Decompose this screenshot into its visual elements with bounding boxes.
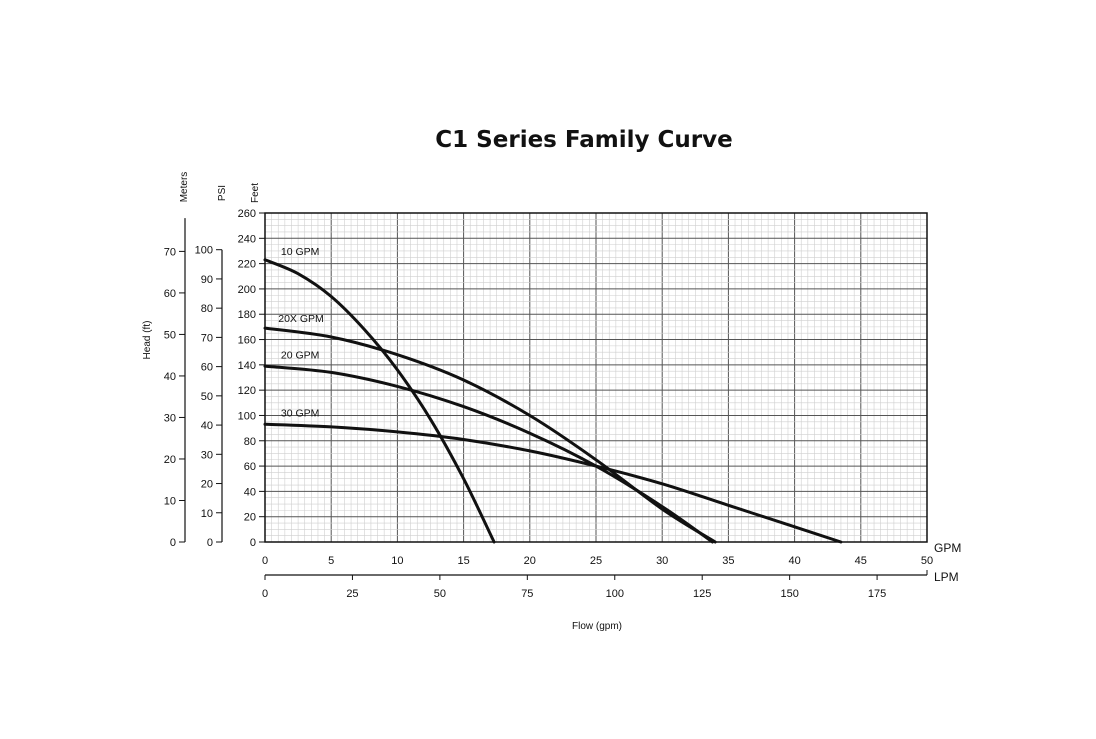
y-feet-tick-label: 200 [238, 284, 256, 296]
x-lpm-tick-label: 50 [434, 588, 446, 600]
x-gpm-tick-label: 25 [590, 555, 602, 567]
x-lpm-tick-label: 25 [346, 588, 358, 600]
y-feet-tick-label: 100 [238, 410, 256, 422]
x-axis-title: Flow (gpm) [572, 621, 622, 632]
y-psi-tick-label: 0 [207, 537, 213, 549]
curve-label: 10 GPM [281, 246, 320, 258]
y-psi-tick-label: 50 [201, 391, 213, 403]
y-axis-psi: 0 10 20 30 40 50 60 70 80 90 100 [195, 245, 223, 549]
y-meters-tick-label: 20 [164, 454, 176, 466]
x-gpm-tick-label: 50 [921, 555, 933, 567]
y-meters-tick-label: 60 [164, 288, 176, 300]
x-gpm-tick-label: 40 [788, 555, 800, 567]
y-meters-tick-label: 30 [164, 412, 176, 424]
x-gpm-tick-label: 20 [524, 555, 536, 567]
y-meters-tick-label: 10 [164, 495, 176, 507]
curve-labels: 10 GPM 20X GPM 20 GPM 30 GPM [278, 246, 324, 420]
y-psi-tick-label: 60 [201, 362, 213, 374]
y-psi-tick-label: 10 [201, 508, 213, 520]
x-gpm-tick-label: 35 [722, 555, 734, 567]
y-meters-unit-label: Meters [179, 172, 190, 203]
pump-curves [263, 258, 843, 544]
y-psi-tick-label: 30 [201, 449, 213, 461]
x-lpm-unit-label: LPM [934, 570, 959, 584]
y-psi-tick-label: 80 [201, 303, 213, 315]
curve-20-gpm [263, 364, 714, 544]
y-feet-tick-label: 140 [238, 360, 256, 372]
y-psi-tick-label: 40 [201, 420, 213, 432]
plot-border [264, 212, 928, 543]
x-lpm-tick-label: 150 [780, 588, 798, 600]
y-feet-tick-label: 40 [244, 486, 256, 498]
curve-10-gpm [263, 258, 496, 544]
curve-30-gpm [263, 422, 843, 544]
y-psi-unit-label: PSI [217, 185, 228, 201]
y-feet-tick-label: 260 [238, 208, 256, 220]
y-psi-tick-label: 70 [201, 332, 213, 344]
y-feet-tick-label: 160 [238, 335, 256, 347]
curve-label: 20X GPM [278, 313, 324, 325]
curve-label: 20 GPM [281, 350, 320, 362]
y-meters-tick-label: 0 [170, 537, 176, 549]
y-psi-tick-label: 100 [195, 245, 213, 257]
x-gpm-unit-label: GPM [934, 541, 961, 555]
y-feet-tick-label: 220 [238, 259, 256, 271]
x-lpm-tick-label: 175 [868, 588, 886, 600]
y-feet-tick-label: 0 [250, 537, 256, 549]
plot-frame [264, 212, 928, 543]
x-gpm-tick-label: 15 [457, 555, 469, 567]
y-feet-tick-label: 180 [238, 309, 256, 321]
y-feet-tick-label: 120 [238, 385, 256, 397]
x-gpm-tick-label: 5 [328, 555, 334, 567]
y-feet-tick-label: 80 [244, 436, 256, 448]
y-meters-tick-label: 70 [164, 246, 176, 258]
y-meters-tick-label: 40 [164, 371, 176, 383]
chart-grid [264, 212, 928, 543]
x-gpm-tick-label: 30 [656, 555, 668, 567]
x-gpm-tick-label: 10 [391, 555, 403, 567]
y-feet-unit-label: Feet [250, 183, 261, 203]
x-gpm-tick-label: 45 [855, 555, 867, 567]
x-gpm-tick-label: 0 [262, 555, 268, 567]
y-axis-meters: 0 10 20 30 40 50 60 70 [164, 218, 186, 549]
x-lpm-tick-label: 100 [606, 588, 624, 600]
y-meters-tick-label: 50 [164, 329, 176, 341]
y-feet-tick-label: 20 [244, 512, 256, 524]
y-feet-tick-label: 240 [238, 233, 256, 245]
x-lpm-tick-label: 125 [693, 588, 711, 600]
x-axis-gpm: 0 5 10 15 20 25 30 35 40 45 50 [262, 555, 933, 567]
y-feet-tick-label: 60 [244, 461, 256, 473]
chart-title: C1 Series Family Curve [435, 127, 732, 153]
y-axis-feet: 0 20 40 60 80 100 120 140 160 180 200 220 240 260 [238, 208, 265, 549]
x-axis-lpm: 0 25 50 75 100 125 150 175 [262, 570, 928, 600]
curve-label: 30 GPM [281, 408, 320, 420]
x-lpm-tick-label: 75 [521, 588, 533, 600]
y-psi-tick-label: 90 [201, 274, 213, 286]
y-axis-title: Head (ft) [142, 321, 153, 360]
y-psi-tick-label: 20 [201, 479, 213, 491]
x-lpm-tick-label: 0 [262, 588, 268, 600]
